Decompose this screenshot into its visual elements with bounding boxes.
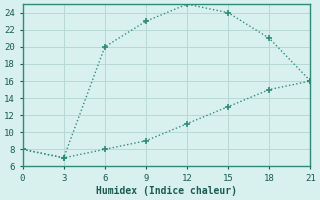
X-axis label: Humidex (Indice chaleur): Humidex (Indice chaleur) — [96, 186, 237, 196]
